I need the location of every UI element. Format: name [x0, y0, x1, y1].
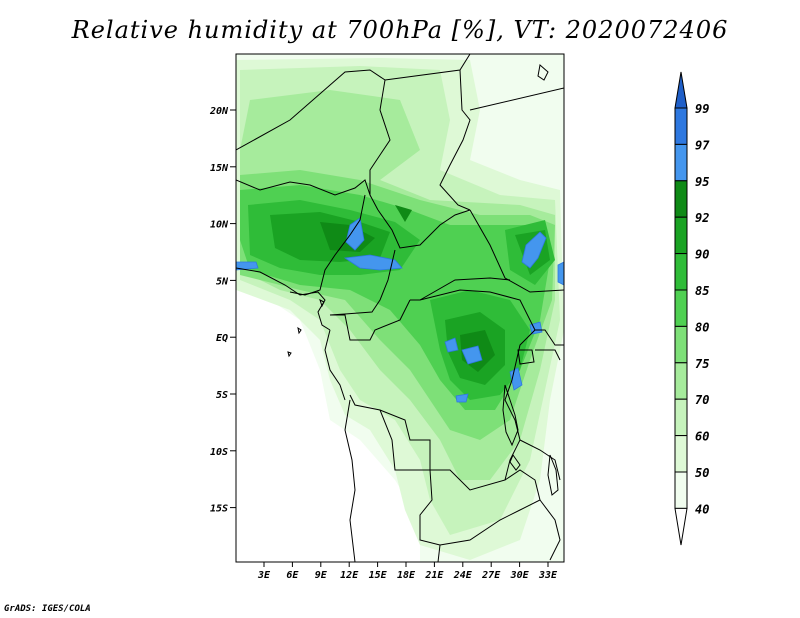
colorbar-label: 70	[695, 393, 709, 407]
colorbar-label: 99	[695, 102, 709, 116]
lon-tick-label: 27E	[481, 570, 501, 581]
country-borders	[236, 54, 564, 562]
colorbar-legend: 99 97 95 92 90 85 80 75 70 60 50 40	[674, 71, 710, 546]
colorbar-label: 50	[695, 466, 709, 480]
colorbar-label: 85	[695, 284, 709, 298]
lon-tick-label: 24E	[453, 570, 473, 581]
latitude-axis: 20N 15N 10N 5N EQ 5S 10S 15S	[209, 106, 236, 515]
credit-text: GrADS: IGES/COLA	[4, 604, 91, 614]
longitude-axis: 3E 6E 9E 12E 15E 18E 21E 24E 27E 30E 33E	[257, 562, 558, 581]
colorbar-arrow-bottom	[674, 507, 688, 546]
lon-tick-label: 21E	[424, 570, 444, 581]
lat-tick-label: 15S	[210, 504, 228, 515]
colorbar-segment	[674, 325, 688, 364]
colorbar-label: 75	[695, 357, 709, 371]
lat-tick-label: EQ	[216, 333, 228, 344]
colorbar-segment	[674, 107, 688, 145]
colorbar-label: 95	[695, 175, 709, 189]
map-frame	[235, 53, 565, 563]
lon-tick-label: 3E	[257, 570, 271, 581]
colorbar-label: 97	[695, 138, 710, 152]
colorbar-label: 60	[695, 430, 709, 444]
colorbar-segment	[674, 143, 688, 182]
lat-tick-label: 10S	[210, 447, 228, 458]
colorbar-segment	[674, 398, 688, 437]
colorbar-segment	[674, 435, 688, 473]
colorbar-segment	[674, 471, 688, 509]
humidity-field	[236, 54, 564, 562]
lat-tick-label: 5S	[216, 390, 228, 401]
lon-tick-label: 33E	[538, 570, 558, 581]
colorbar-label: 80	[695, 320, 709, 334]
lat-tick-label: 20N	[209, 106, 229, 117]
lon-tick-label: 18E	[397, 570, 416, 581]
rh-zone-92	[320, 205, 495, 372]
colorbar-segment	[674, 180, 688, 218]
colorbar-segment	[674, 216, 688, 255]
map-title: Relative humidity at 700hPa [%], VT: 202…	[71, 16, 729, 44]
lon-tick-label: 30E	[510, 570, 530, 581]
lon-tick-label: 6E	[286, 570, 299, 581]
colorbar-label: 40	[695, 502, 709, 516]
lon-tick-label: 15E	[369, 570, 388, 581]
colorbar-label: 92	[695, 211, 709, 225]
colorbar-arrow-top	[674, 71, 688, 109]
lon-tick-label: 9E	[315, 570, 328, 581]
lon-tick-label: 12E	[340, 570, 359, 581]
colorbar-label: 90	[695, 248, 709, 262]
lat-tick-label: 15N	[210, 163, 229, 174]
colorbar-segment	[674, 362, 688, 400]
lat-tick-label: 5N	[216, 276, 229, 287]
colorbar-segment	[674, 253, 688, 291]
lat-tick-label: 10N	[210, 220, 229, 231]
colorbar-segment	[674, 289, 688, 327]
